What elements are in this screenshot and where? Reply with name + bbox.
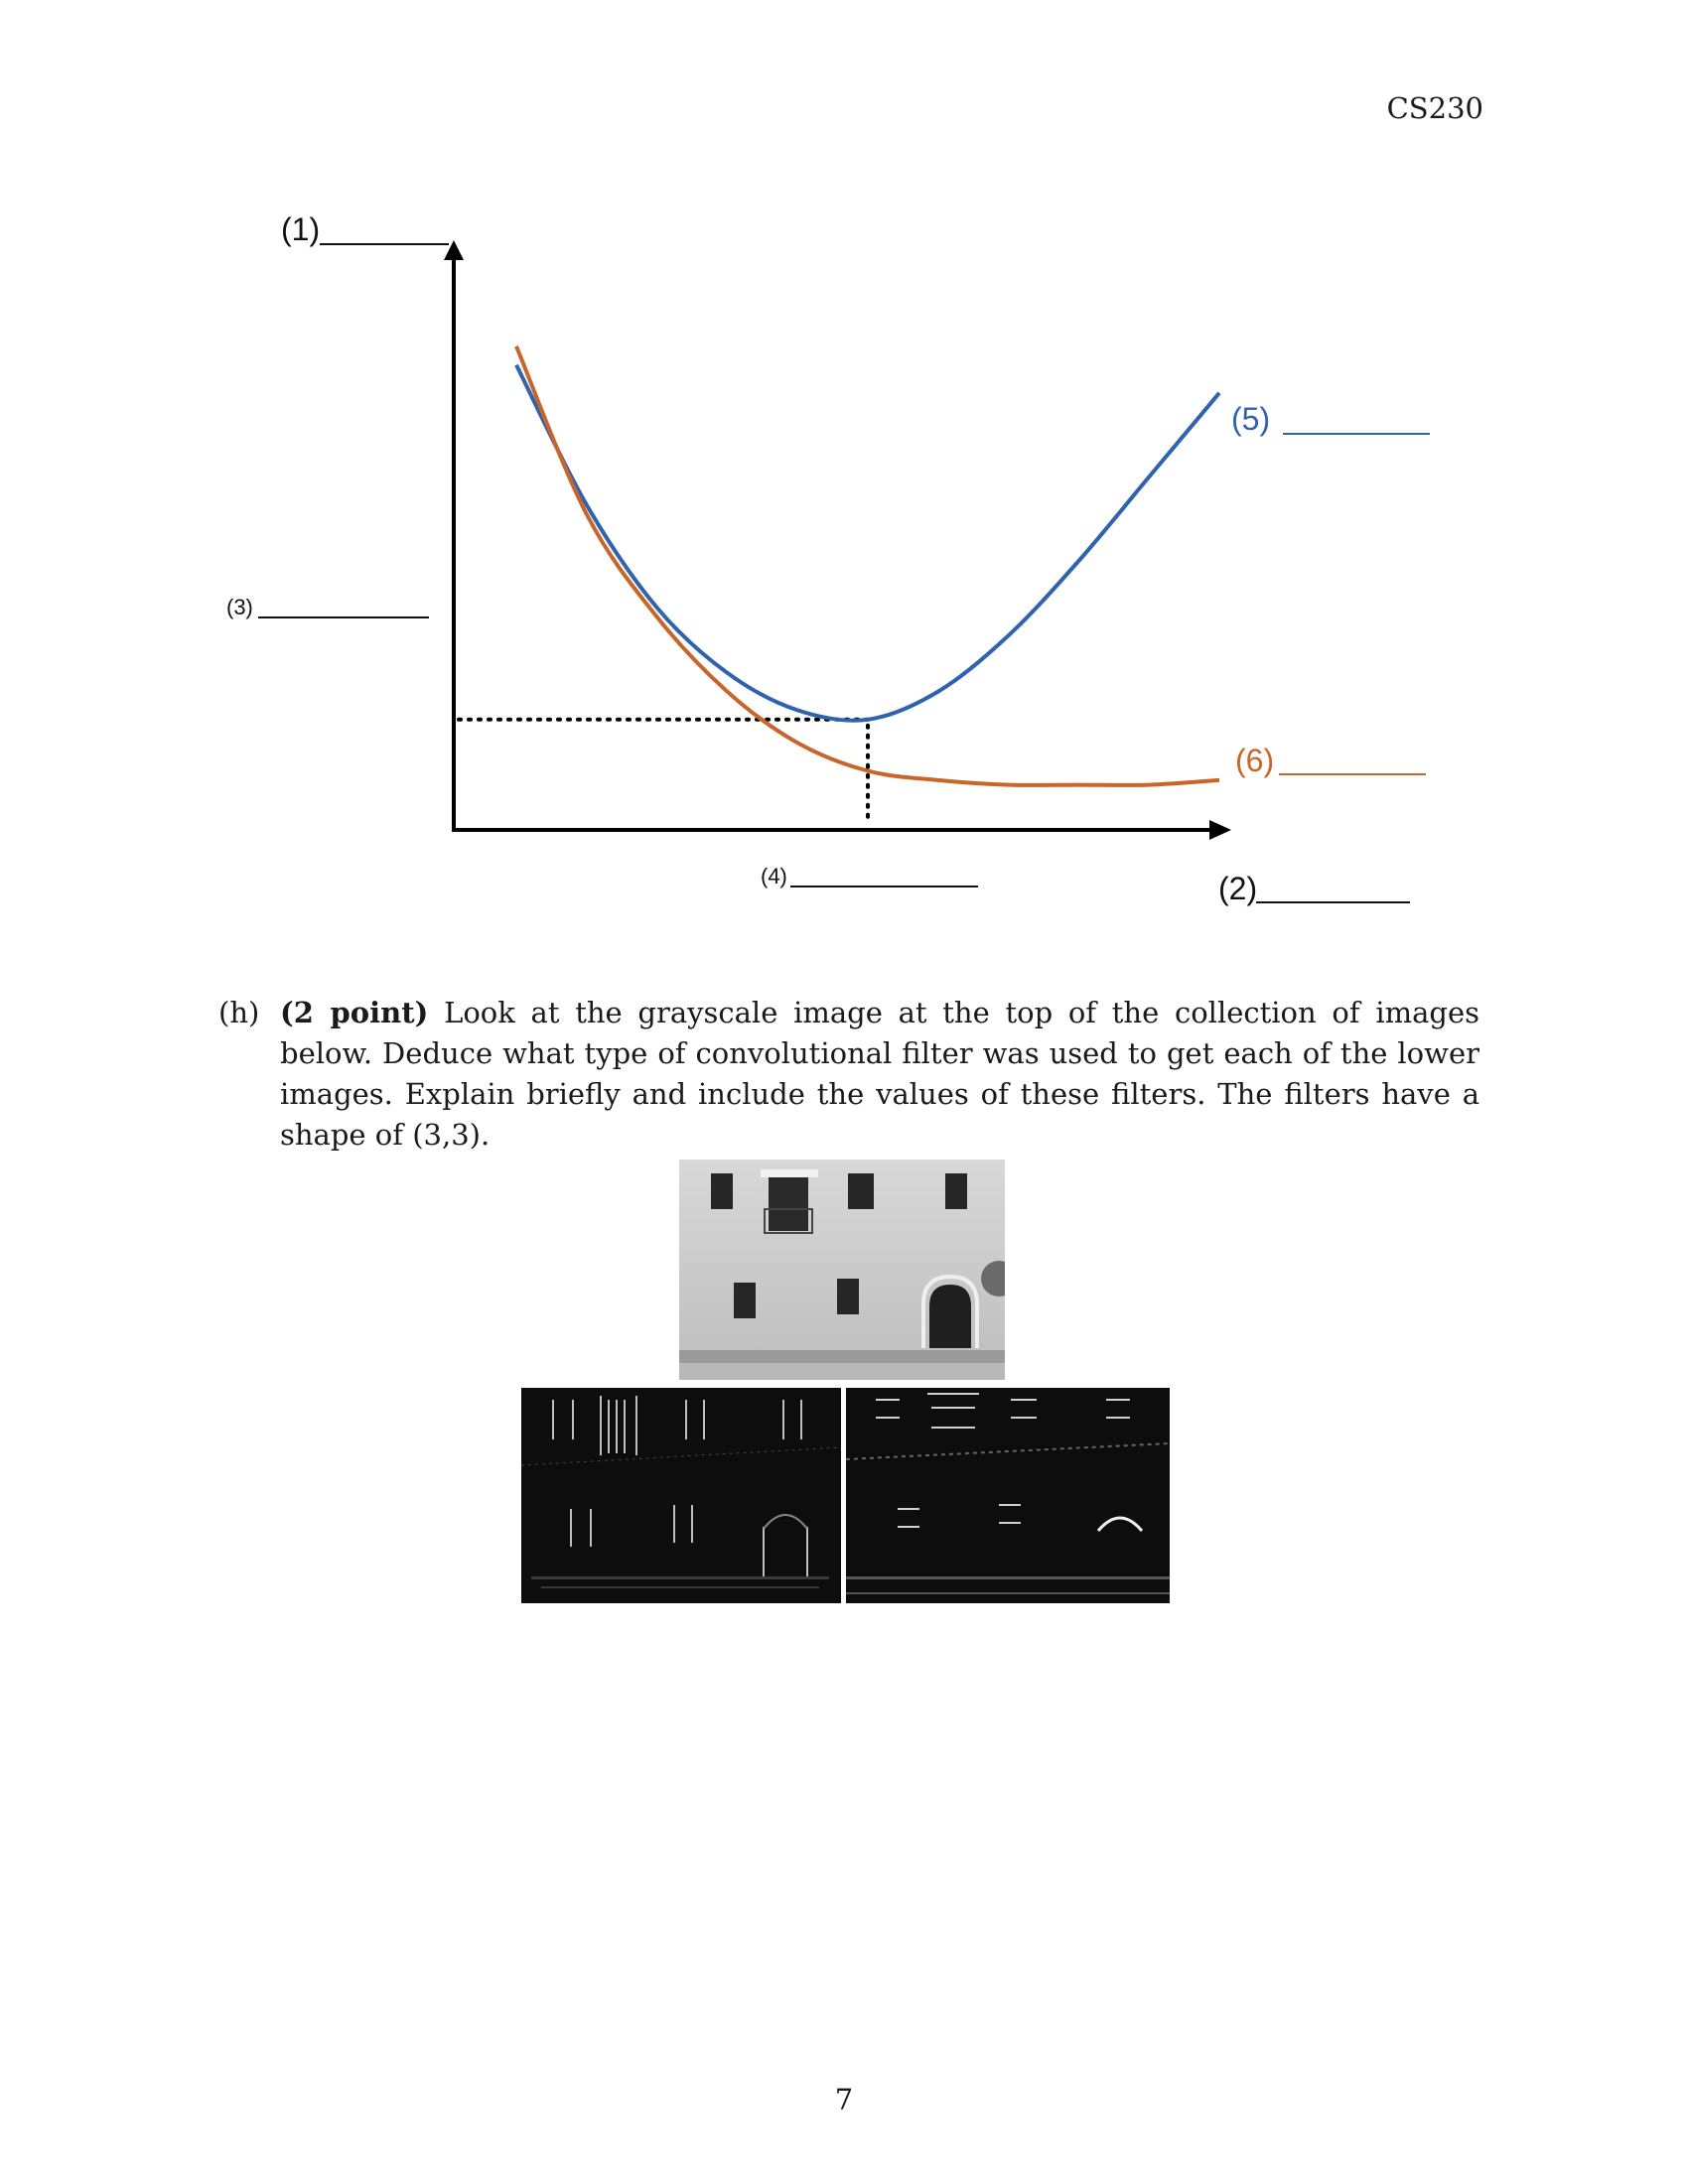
question-points: (2 point) (280, 996, 429, 1029)
x-axis-arrow (1209, 820, 1231, 840)
question-text: Look at the grayscale image at the top o… (280, 996, 1479, 1152)
blank-label-5: (5) (1231, 401, 1270, 437)
course-header: CS230 (1386, 91, 1483, 125)
page-number: 7 (834, 2083, 854, 2116)
blank-label-6: (6) (1235, 743, 1274, 778)
series-line-5 (514, 363, 1221, 723)
blank-label-4: (4) (761, 864, 787, 888)
blank-label-1: (1) (281, 211, 320, 247)
bias-variance-plot: (1) (3) (4) (2) (5) (6) (226, 211, 1430, 906)
grayscale-building-image (679, 1160, 1005, 1380)
vertical-edge-filter-image (521, 1388, 841, 1603)
question-body: (2 point) Look at the grayscale image at… (280, 993, 1479, 1156)
series-line-6 (514, 345, 1220, 787)
question-h: (h) (2 point) Look at the grayscale imag… (218, 993, 1479, 1156)
blank-label-2: (2) (1218, 871, 1257, 906)
y-axis-arrow (444, 240, 464, 260)
blank-label-3: (3) (226, 595, 253, 619)
question-tag: (h) (218, 996, 260, 1029)
horizontal-edge-filter-image (846, 1388, 1170, 1603)
